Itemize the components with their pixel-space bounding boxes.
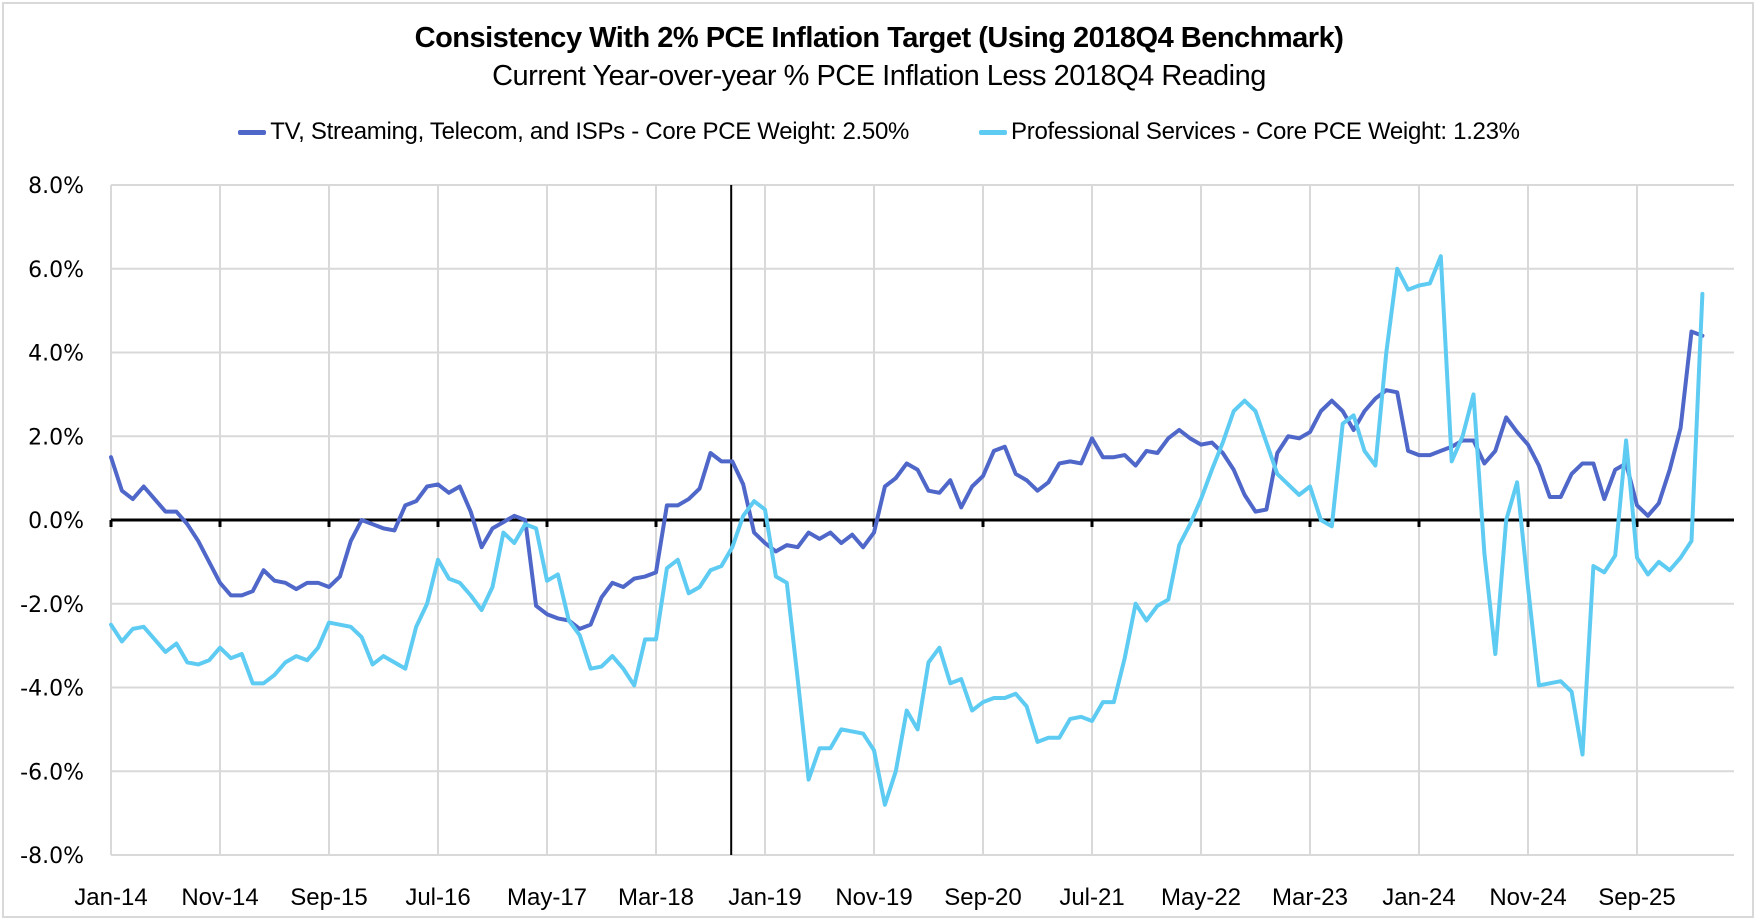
series-line-professional-services: [109, 254, 1705, 807]
chart-title: Consistency With 2% PCE Inflation Target…: [414, 22, 1344, 54]
legend-label-professional-services: Professional Services - Core PCE Weight:…: [1011, 118, 1520, 145]
legend-swatch-professional-services: [979, 129, 1008, 135]
x-tick-label: Jul-21: [1059, 884, 1124, 911]
y-tick-label: -4.0%: [20, 677, 84, 702]
y-tick-label: 2.0%: [28, 425, 84, 450]
x-tick-label: Nov-24: [1489, 884, 1566, 911]
y-tick-label: -2.0%: [20, 593, 84, 618]
y-tick-label: 6.0%: [28, 258, 84, 283]
y-axis-ticks: 8.0% 6.0% 4.0% 2.0% 0.0% -2.0% -4.0% -6.0% -8.0%: [20, 174, 84, 869]
chart-subtitle: Current Year-over-year % PCE Inflation L…: [492, 60, 1266, 92]
x-tick-label: Sep-25: [1598, 884, 1675, 911]
x-tick-label: Sep-15: [290, 884, 367, 911]
x-tick-label: Jan-14: [74, 884, 147, 911]
x-tick-label: Jan-24: [1382, 884, 1455, 911]
x-tick-label: Jan-19: [728, 884, 801, 911]
y-tick-label: -8.0%: [20, 844, 84, 869]
legend-item-tv-streaming[interactable]: TV, Streaming, Telecom, and ISPs - Core …: [238, 118, 909, 146]
series-line-tv-streaming: [109, 329, 1705, 631]
y-tick-label: 4.0%: [28, 342, 84, 367]
x-tick-label: Jul-16: [405, 884, 470, 911]
x-tick-label: Sep-20: [944, 884, 1021, 911]
x-tick-label: May-17: [507, 884, 587, 911]
zero-axis: [109, 518, 1734, 527]
series-lines: [109, 254, 1705, 807]
legend-label-tv-streaming: TV, Streaming, Telecom, and ISPs - Core …: [270, 118, 910, 145]
y-tick-label: 8.0%: [28, 174, 84, 199]
x-tick-label: Nov-14: [181, 884, 258, 911]
legend-swatch-tv-streaming: [238, 129, 267, 135]
y-tick-label: -6.0%: [20, 760, 84, 785]
x-axis-ticks: Jan-14 Nov-14 Sep-15 Jul-16 May-17 Mar-18 Jan-…: [74, 884, 1675, 911]
legend: TV, Streaming, Telecom, and ISPs - Core …: [0, 118, 1758, 146]
x-tick-label: Nov-19: [835, 884, 912, 911]
x-tick-label: Mar-18: [618, 884, 694, 911]
x-tick-label: Mar-23: [1272, 884, 1348, 911]
legend-item-professional-services[interactable]: Professional Services - Core PCE Weight:…: [979, 118, 1520, 146]
y-tick-label: 0.0%: [28, 509, 84, 534]
x-tick-label: May-22: [1161, 884, 1241, 911]
